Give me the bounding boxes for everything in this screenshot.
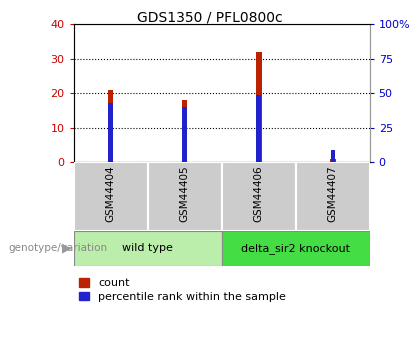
Bar (331, 150, 335, 162)
Text: wild type: wild type (122, 244, 173, 253)
Bar (108, 90, 113, 162)
Bar (147, 162, 222, 231)
Text: GSM44407: GSM44407 (328, 166, 338, 222)
Bar (222, 162, 296, 231)
Bar (108, 104, 113, 162)
Text: delta_sir2 knockout: delta_sir2 knockout (241, 243, 350, 254)
Bar (222, 231, 370, 266)
Legend: count, percentile rank within the sample: count, percentile rank within the sample (79, 278, 286, 302)
Text: ▶: ▶ (62, 242, 71, 255)
Bar (181, 100, 187, 162)
Bar (182, 107, 186, 162)
Text: GDS1350 / PFL0800c: GDS1350 / PFL0800c (137, 10, 283, 24)
Text: GSM44405: GSM44405 (179, 166, 189, 222)
Text: genotype/variation: genotype/variation (8, 244, 108, 253)
Bar (74, 231, 222, 266)
Text: GSM44406: GSM44406 (254, 166, 264, 222)
Bar (257, 95, 261, 162)
Text: GSM44404: GSM44404 (105, 166, 116, 222)
Bar (296, 162, 370, 231)
Bar (330, 159, 336, 162)
Bar (74, 162, 147, 231)
Bar (256, 52, 262, 162)
